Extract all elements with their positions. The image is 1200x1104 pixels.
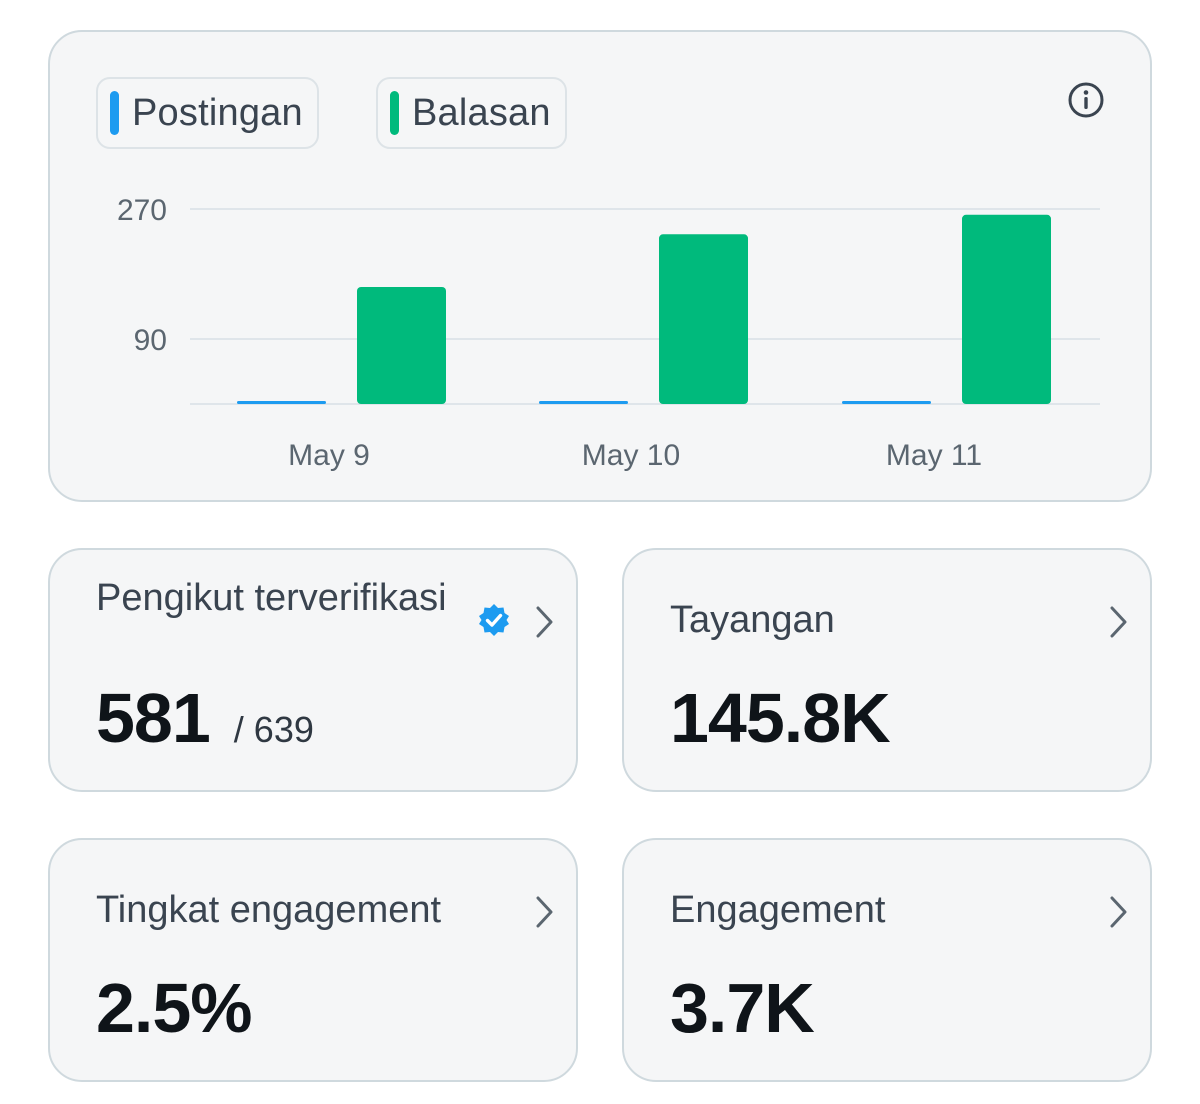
- bar-postingan: [237, 401, 326, 404]
- views-card[interactable]: Tayangan 145.8K: [622, 548, 1152, 792]
- views-title: Tayangan: [670, 599, 835, 641]
- engagement-value: 3.7K: [670, 969, 815, 1047]
- legend-label-balasan: Balasan: [412, 91, 551, 134]
- y-tick-label: 270: [117, 194, 167, 227]
- bar-postingan: [842, 401, 931, 404]
- chevron-right-icon: [536, 606, 553, 638]
- engagement-rate-title: Tingkat engagement: [96, 889, 442, 931]
- verified-badge-icon: [479, 604, 509, 636]
- legend-item-postingan[interactable]: Postingan: [96, 77, 319, 149]
- chevron-right-icon: [536, 896, 553, 928]
- y-tick-label: 90: [134, 324, 167, 357]
- bar-chart: 90 270 May 9 May 10 May 11: [117, 194, 1100, 472]
- legend-item-balasan[interactable]: Balasan: [376, 77, 567, 149]
- x-tick-label: May 10: [582, 439, 680, 472]
- chart-card: Postingan Balasan 90 270 May 9 May 10 May 11: [48, 30, 1152, 502]
- bar-postingan: [539, 401, 628, 404]
- verified-followers-total: / 639: [233, 709, 314, 750]
- engagement-rate-card[interactable]: Tingkat engagement 2.5%: [48, 838, 578, 1082]
- engagement-title: Engagement: [670, 889, 886, 931]
- x-tick-label: May 9: [288, 439, 370, 472]
- engagement-rate-value: 2.5%: [96, 969, 253, 1047]
- info-icon[interactable]: [1066, 80, 1106, 120]
- bar-balasan: [357, 287, 446, 404]
- x-tick-label: May 11: [886, 439, 982, 472]
- legend-swatch-postingan: [110, 91, 119, 135]
- chevron-right-icon: [1110, 606, 1127, 638]
- bar-balasan: [962, 214, 1051, 404]
- views-value: 145.8K: [670, 679, 891, 757]
- verified-followers-value: 581: [96, 679, 211, 757]
- engagement-card[interactable]: Engagement 3.7K: [622, 838, 1152, 1082]
- legend-swatch-balasan: [390, 91, 399, 135]
- chevron-right-icon: [1110, 896, 1127, 928]
- legend-label-postingan: Postingan: [132, 91, 303, 134]
- bar-balasan: [659, 234, 748, 404]
- verified-followers-value-row: 581 / 639: [96, 678, 314, 758]
- verified-followers-title: Pengikut terverifikasi: [96, 577, 447, 619]
- verified-followers-card[interactable]: Pengikut terverifikasi 581 / 639: [48, 548, 578, 792]
